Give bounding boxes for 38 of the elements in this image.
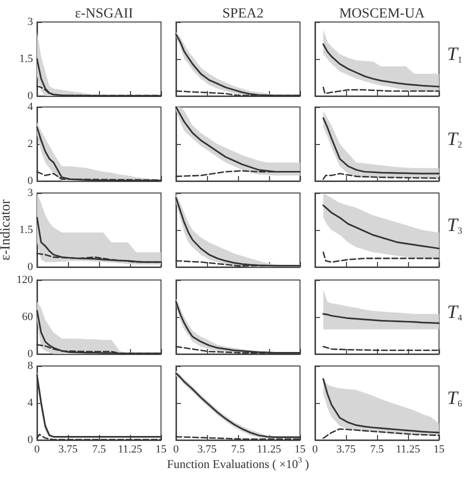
chart-title: MOSCEM-UA: [339, 6, 426, 22]
x-tick-label: 7.5: [370, 444, 384, 456]
y-tick-label: 2: [28, 138, 33, 150]
chart-title: ε-NSGAII: [75, 6, 134, 22]
y-tick-label: 0: [28, 348, 34, 360]
x-tick-label: 11.25: [396, 444, 421, 456]
y-tick-label: 1.5: [19, 53, 34, 65]
chart-title: SPEA2: [222, 6, 264, 22]
x-tick-label: 11.25: [118, 444, 143, 456]
x-tick-label: 3.75: [336, 444, 356, 456]
y-tick-label: 0: [28, 434, 34, 446]
text: T4: [447, 302, 463, 323]
y-axis-title: ε-Indicator: [0, 199, 14, 261]
x-tick-label: 11.25: [256, 444, 282, 456]
y-tick-label: 4: [28, 397, 34, 409]
x-tick-label: 15: [294, 444, 306, 456]
y-tick-label: 8: [28, 360, 34, 372]
x-tick-label: 3.75: [197, 444, 218, 456]
text: T2: [447, 129, 462, 150]
y-tick-label: 0: [28, 261, 34, 273]
y-tick-label: 3: [28, 16, 34, 28]
y-tick-label: 120: [16, 274, 34, 286]
x-tick-label: 0: [173, 444, 180, 456]
x-tick-label: 3.75: [58, 444, 78, 456]
x-tick-label: 7.5: [231, 444, 246, 456]
x-tick-label: 15: [434, 444, 445, 456]
text: T6: [447, 388, 463, 409]
text: T1: [447, 44, 462, 65]
y-tick-label: 1.5: [19, 224, 34, 236]
y-tick-label: 0: [28, 175, 34, 187]
x-tick-label: 15: [156, 444, 167, 456]
x-tick-label: 7.5: [92, 444, 106, 456]
y-tick-label: 3: [28, 187, 34, 199]
y-tick-label: 60: [22, 311, 34, 323]
x-tick-label: 0: [312, 444, 318, 456]
text: T3: [447, 215, 463, 236]
y-tick-label: 4: [28, 101, 34, 113]
y-tick-label: 0: [28, 90, 34, 102]
